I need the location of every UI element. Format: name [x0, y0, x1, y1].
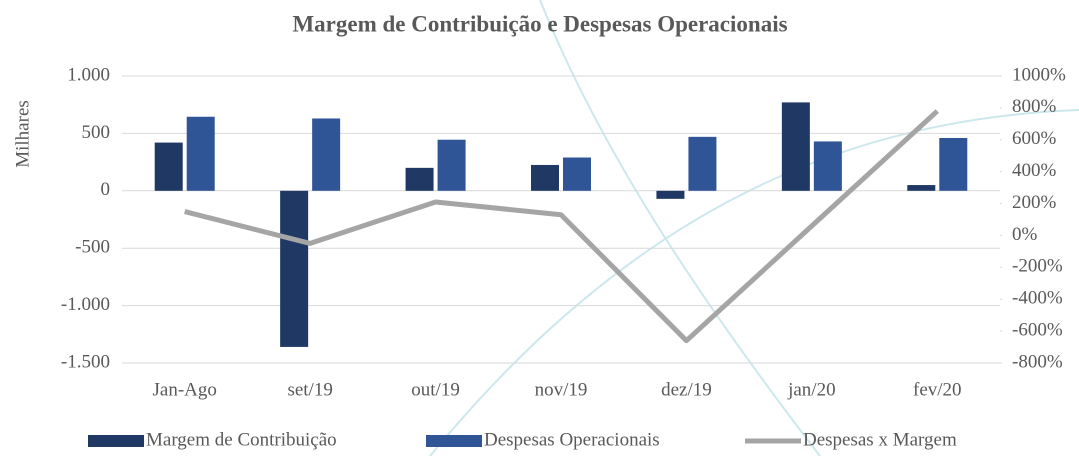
y-tick-label: -1.000: [61, 294, 110, 315]
y2-tick-label: 600%: [1012, 128, 1057, 149]
y2-tick-label: 800%: [1012, 96, 1057, 117]
legend-label: Despesas Operacionais: [484, 429, 660, 450]
y2-tick-label: -400%: [1012, 288, 1063, 309]
y2-tick-label: -800%: [1012, 351, 1063, 372]
bar: [154, 142, 183, 191]
y2-tick-label: -600%: [1012, 319, 1063, 340]
legend-label: Margem de Contribuição: [146, 429, 337, 450]
y-axis-label: Milhares: [12, 100, 33, 168]
bar: [437, 139, 466, 191]
y2-tick-label: 400%: [1012, 160, 1057, 181]
y-tick-label: 500: [82, 122, 111, 143]
bar: [405, 167, 434, 191]
x-tick-label: Jan-Ago: [153, 379, 217, 400]
x-tick-label: set/19: [287, 379, 332, 400]
x-tick-label: nov/19: [535, 379, 588, 400]
bar: [907, 185, 936, 191]
chart-title: Margem de Contribuição e Despesas Operac…: [292, 11, 787, 36]
bar: [531, 164, 559, 191]
bar: [939, 137, 968, 191]
bar: [781, 102, 810, 191]
legend-swatch: [88, 435, 144, 447]
bar: [656, 190, 685, 199]
y-tick-label: 0: [101, 179, 111, 200]
x-tick-label: jan/20: [787, 379, 836, 400]
bar: [186, 116, 215, 191]
y2-tick-label: 200%: [1012, 192, 1057, 213]
y-tick-label: 1.000: [67, 64, 110, 85]
bar: [813, 141, 842, 191]
bar: [563, 157, 591, 191]
y2-tick-label: -200%: [1012, 256, 1063, 277]
x-tick-label: fev/20: [913, 379, 962, 400]
bar: [280, 190, 309, 347]
line-series: [184, 109, 939, 344]
decor-curve: [539, 0, 821, 456]
y-tick-label: -1.500: [61, 351, 110, 372]
x-tick-label: dez/19: [661, 379, 712, 400]
x-tick-label: out/19: [411, 379, 460, 400]
legend-label: Despesas x Margem: [803, 429, 957, 450]
y-tick-label: -500: [75, 237, 110, 258]
decor-curve: [429, 109, 1079, 456]
bar: [688, 136, 717, 191]
bar: [312, 118, 341, 191]
legend-swatch: [426, 435, 482, 447]
y2-tick-label: 0%: [1012, 224, 1038, 245]
y2-tick-label: 1000%: [1012, 64, 1066, 85]
